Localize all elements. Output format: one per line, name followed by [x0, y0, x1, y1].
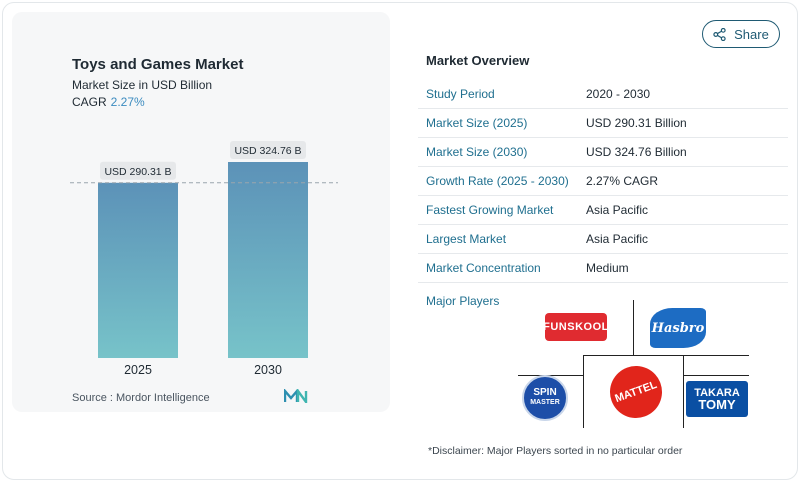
mordor-intelligence-logo — [284, 389, 308, 403]
takara-tomy-logo: TAKARA TOMY — [686, 381, 748, 417]
chart-title: Toys and Games Market — [72, 56, 244, 73]
overview-value: 2.27% CAGR — [586, 174, 659, 188]
source-text: Source : Mordor Intelligence — [72, 392, 210, 404]
overview-row: Study Period 2020 - 2030 — [418, 80, 788, 109]
overview-row: Largest Market Asia Pacific — [418, 225, 788, 254]
chart-card — [12, 12, 390, 412]
chart-subtitle: Market Size in USD Billion — [72, 78, 213, 92]
major-players-label: Major Players — [426, 294, 500, 308]
overview-key: Largest Market — [426, 232, 507, 246]
overview-value: 2020 - 2030 — [586, 87, 651, 101]
data-label-bg — [100, 161, 176, 180]
hasbro-logo: Hasbro — [650, 308, 706, 348]
spin-master-logo: SPIN MASTER — [522, 375, 568, 421]
share-icon — [713, 27, 726, 41]
overview-value: Medium — [586, 261, 629, 275]
overview-key: Market Size (2030) — [426, 145, 528, 159]
overview-key: Market Size (2025) — [426, 116, 528, 130]
market-overview-title: Market Overview — [426, 53, 530, 68]
overview-row: Market Size (2025) USD 290.31 Billion — [418, 109, 788, 138]
overview-row: Market Size (2030) USD 324.76 Billion — [418, 138, 788, 167]
overview-value: USD 324.76 Billion — [586, 145, 687, 159]
data-label: USD 290.31 B — [104, 166, 171, 178]
cagr-value: 2.27% — [110, 95, 145, 109]
overview-row: Market Concentration Medium — [418, 254, 788, 283]
overview-key: Study Period — [426, 87, 495, 101]
data-label: USD 324.76 B — [234, 145, 301, 157]
x-tick-label: 2025 — [124, 363, 152, 377]
overview-key: Growth Rate (2025 - 2030) — [426, 174, 569, 188]
funskool-logo: FUNSKOOL — [543, 313, 608, 341]
bar-2025 — [98, 182, 178, 358]
overview-row: Growth Rate (2025 - 2030) 2.27% CAGR — [418, 167, 788, 196]
overview-key: Market Concentration — [426, 261, 541, 275]
disclaimer-text: *Disclaimer: Major Players sorted in no … — [428, 445, 683, 457]
x-tick-label: 2030 — [254, 363, 282, 377]
overview-row: Fastest Growing Market Asia Pacific — [418, 196, 788, 225]
overview-key: Fastest Growing Market — [426, 203, 554, 217]
cagr-line: CAGR 2.27% — [72, 95, 145, 109]
data-label-bg — [230, 141, 306, 159]
bar-chart: USD 290.31 B 2025 USD 324.76 B 2030 — [70, 141, 338, 377]
overview-value: USD 290.31 Billion — [586, 116, 687, 130]
bar-2030 — [228, 162, 308, 358]
share-button[interactable]: Share — [702, 20, 780, 48]
cagr-label: CAGR — [72, 95, 107, 109]
overview-value: Asia Pacific — [586, 232, 649, 246]
share-label: Share — [734, 26, 769, 42]
market-overview-table: Study Period 2020 - 2030 Market Size (202… — [418, 80, 788, 283]
overview-value: Asia Pacific — [586, 203, 649, 217]
